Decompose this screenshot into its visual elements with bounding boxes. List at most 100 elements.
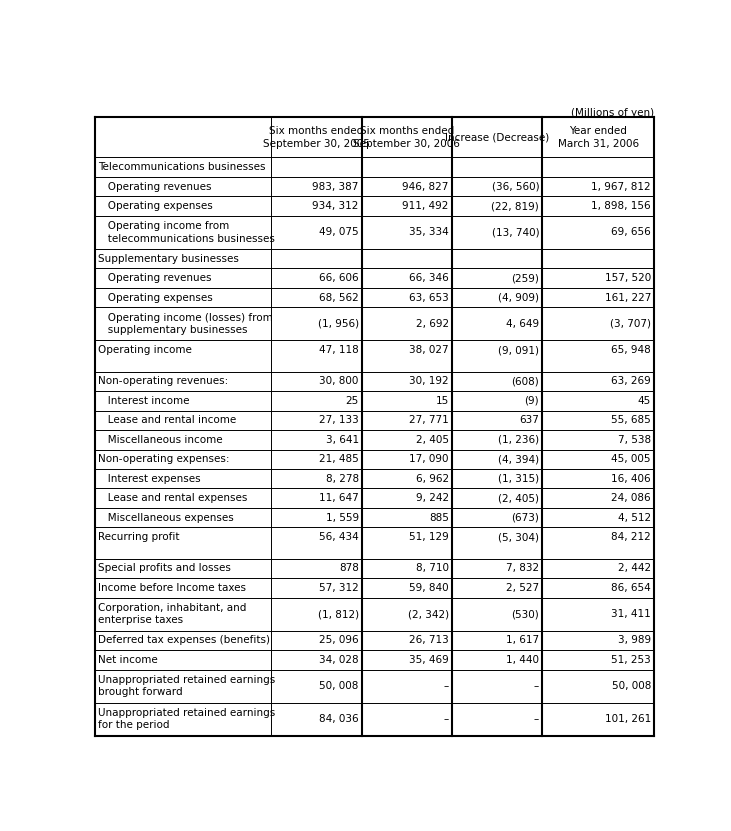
Text: Operating revenues: Operating revenues <box>99 273 212 283</box>
Text: Deferred tax expenses (benefits): Deferred tax expenses (benefits) <box>99 636 270 646</box>
Text: 66, 346: 66, 346 <box>409 273 449 283</box>
Text: 1, 440: 1, 440 <box>506 655 539 665</box>
Text: 50, 008: 50, 008 <box>612 681 651 691</box>
Text: (1, 236): (1, 236) <box>498 435 539 445</box>
Text: 157, 520: 157, 520 <box>605 273 651 283</box>
Text: 84, 212: 84, 212 <box>611 532 651 542</box>
Text: Recurring profit: Recurring profit <box>99 532 180 542</box>
Text: 26, 713: 26, 713 <box>409 636 449 646</box>
Text: 8, 710: 8, 710 <box>416 563 449 573</box>
Text: Lease and rental expenses: Lease and rental expenses <box>99 494 248 504</box>
Text: (530): (530) <box>512 609 539 619</box>
Text: (2, 405): (2, 405) <box>498 494 539 504</box>
Text: 47, 118: 47, 118 <box>319 345 359 355</box>
Text: 30, 192: 30, 192 <box>409 376 449 386</box>
Text: 21, 485: 21, 485 <box>319 455 359 465</box>
Text: –: – <box>534 681 539 691</box>
Text: 4, 512: 4, 512 <box>618 513 651 523</box>
Text: Miscellaneous income: Miscellaneous income <box>99 435 223 445</box>
Text: (4, 909): (4, 909) <box>498 293 539 302</box>
Text: (259): (259) <box>511 273 539 283</box>
Text: –: – <box>444 714 449 724</box>
Text: 101, 261: 101, 261 <box>605 714 651 724</box>
Text: Miscellaneous expenses: Miscellaneous expenses <box>99 513 234 523</box>
Text: 3, 989: 3, 989 <box>618 636 651 646</box>
Text: Operating expenses: Operating expenses <box>99 201 213 211</box>
Text: 27, 133: 27, 133 <box>319 416 359 425</box>
Text: Six months ended
September 30, 2005: Six months ended September 30, 2005 <box>263 126 370 149</box>
Text: 51, 253: 51, 253 <box>611 655 651 665</box>
Text: Interest income: Interest income <box>99 396 190 406</box>
Text: 57, 312: 57, 312 <box>319 583 359 593</box>
Text: 66, 606: 66, 606 <box>319 273 359 283</box>
Text: 50, 008: 50, 008 <box>319 681 359 691</box>
Text: 35, 469: 35, 469 <box>409 655 449 665</box>
Text: 63, 269: 63, 269 <box>611 376 651 386</box>
Text: Supplementary businesses: Supplementary businesses <box>99 253 239 263</box>
Text: 25: 25 <box>346 396 359 406</box>
Text: 68, 562: 68, 562 <box>319 293 359 302</box>
Text: 2, 442: 2, 442 <box>618 563 651 573</box>
Text: Six months ended
September 30, 2006: Six months ended September 30, 2006 <box>353 126 461 149</box>
Text: Income before Income taxes: Income before Income taxes <box>99 583 246 593</box>
Text: 25, 096: 25, 096 <box>319 636 359 646</box>
Text: Operating income from
   telecommunications businesses: Operating income from telecommunications… <box>99 221 276 243</box>
Text: Corporation, inhabitant, and
enterprise taxes: Corporation, inhabitant, and enterprise … <box>99 602 247 625</box>
Text: (4, 394): (4, 394) <box>498 455 539 465</box>
Text: 34, 028: 34, 028 <box>319 655 359 665</box>
Text: Special profits and losses: Special profits and losses <box>99 563 231 573</box>
Text: 49, 075: 49, 075 <box>319 228 359 238</box>
Text: (9, 091): (9, 091) <box>498 345 539 355</box>
Text: (1, 956): (1, 956) <box>317 319 359 329</box>
Text: 878: 878 <box>338 563 359 573</box>
Text: 17, 090: 17, 090 <box>409 455 449 465</box>
Text: 946, 827: 946, 827 <box>402 182 449 192</box>
Text: Unappropriated retained earnings
brought forward: Unappropriated retained earnings brought… <box>99 675 276 697</box>
Text: 27, 771: 27, 771 <box>409 416 449 425</box>
Text: Telecommunications businesses: Telecommunications businesses <box>99 162 266 172</box>
Text: 2, 405: 2, 405 <box>416 435 449 445</box>
Text: 1, 898, 156: 1, 898, 156 <box>591 201 651 211</box>
Text: Net income: Net income <box>99 655 158 665</box>
Text: 11, 647: 11, 647 <box>319 494 359 504</box>
Text: 35, 334: 35, 334 <box>409 228 449 238</box>
Text: 9, 242: 9, 242 <box>415 494 449 504</box>
Text: 30, 800: 30, 800 <box>319 376 359 386</box>
Text: 1, 559: 1, 559 <box>325 513 359 523</box>
Text: (22, 819): (22, 819) <box>491 201 539 211</box>
Text: (1, 812): (1, 812) <box>317 609 359 619</box>
Text: Year ended
March 31, 2006: Year ended March 31, 2006 <box>558 126 639 149</box>
Text: 8, 278: 8, 278 <box>325 474 359 484</box>
Text: Non-operating expenses:: Non-operating expenses: <box>99 455 230 465</box>
Text: 86, 654: 86, 654 <box>611 583 651 593</box>
Text: 65, 948: 65, 948 <box>611 345 651 355</box>
Text: (36, 560): (36, 560) <box>491 182 539 192</box>
Text: (608): (608) <box>512 376 539 386</box>
Text: 59, 840: 59, 840 <box>409 583 449 593</box>
Text: Interest expenses: Interest expenses <box>99 474 201 484</box>
Text: (3, 707): (3, 707) <box>610 319 651 329</box>
Text: 55, 685: 55, 685 <box>611 416 651 425</box>
Text: 51, 129: 51, 129 <box>409 532 449 542</box>
Text: (9): (9) <box>525 396 539 406</box>
Text: 24, 086: 24, 086 <box>611 494 651 504</box>
Text: (5, 304): (5, 304) <box>498 532 539 542</box>
Text: 3, 641: 3, 641 <box>325 435 359 445</box>
Text: 63, 653: 63, 653 <box>409 293 449 302</box>
Text: 7, 832: 7, 832 <box>506 563 539 573</box>
Text: 31, 411: 31, 411 <box>611 609 651 619</box>
Text: 934, 312: 934, 312 <box>312 201 359 211</box>
Text: 7, 538: 7, 538 <box>618 435 651 445</box>
Text: (2, 342): (2, 342) <box>407 609 449 619</box>
Text: 911, 492: 911, 492 <box>402 201 449 211</box>
Text: Operating income: Operating income <box>99 345 192 355</box>
Text: 1, 967, 812: 1, 967, 812 <box>591 182 651 192</box>
Text: 16, 406: 16, 406 <box>611 474 651 484</box>
Text: Unappropriated retained earnings
for the period: Unappropriated retained earnings for the… <box>99 708 276 730</box>
Text: 69, 656: 69, 656 <box>611 228 651 238</box>
Text: 15: 15 <box>436 396 449 406</box>
Text: –: – <box>534 714 539 724</box>
Text: Operating income (losses) from
   supplementary businesses: Operating income (losses) from supplemen… <box>99 312 273 335</box>
Text: Operating expenses: Operating expenses <box>99 293 213 302</box>
Text: (1, 315): (1, 315) <box>498 474 539 484</box>
